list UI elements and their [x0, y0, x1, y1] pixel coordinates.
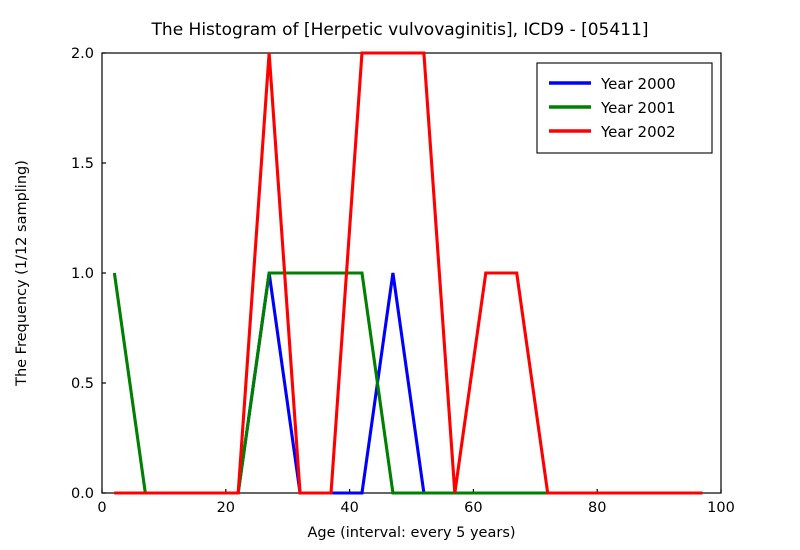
x-tick-label: 80	[588, 500, 606, 516]
legend-label-year-2002: Year 2002	[600, 123, 676, 141]
legend-label-year-2001: Year 2001	[600, 99, 676, 117]
axis-labels: 0 20 40 60 80 100 0.0 0.5 1.0 1.5 2.0 Age (interval…	[14, 46, 735, 541]
x-axis-label: Age (interval: every 5 years)	[307, 525, 515, 541]
series-line-year-2002	[114, 51, 703, 495]
chart-title: The Histogram of [Herpetic vulvovaginiti…	[151, 20, 649, 40]
x-tick-label: 20	[217, 500, 235, 516]
chart-legend: Year 2000 Year 2001 Year 2002	[536, 62, 713, 154]
x-tick-label: 0	[97, 500, 106, 516]
y-tick-label: 0.0	[71, 486, 94, 502]
data-series	[112, 51, 703, 495]
y-tick-label: 2.0	[71, 46, 94, 62]
legend-label-year-2000: Year 2000	[600, 75, 676, 93]
y-tick-label: 0.5	[71, 376, 94, 392]
y-tick-label: 1.0	[71, 266, 94, 282]
series-line-year-2000	[114, 272, 703, 495]
y-tick-label: 1.5	[71, 156, 94, 172]
y-axis-label: The Frequency (1/12 sampling)	[14, 160, 30, 387]
x-tick-label: 60	[464, 500, 482, 516]
x-tick-label: 40	[340, 500, 358, 516]
x-tick-label: 100	[707, 500, 735, 516]
